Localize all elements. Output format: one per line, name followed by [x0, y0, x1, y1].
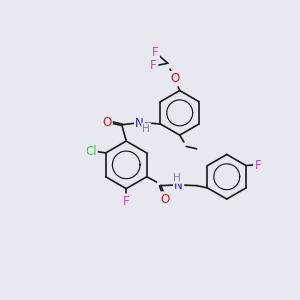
- Text: H: H: [142, 124, 150, 134]
- Text: O: O: [171, 72, 180, 85]
- Text: F: F: [152, 46, 159, 59]
- Text: O: O: [160, 193, 169, 206]
- Text: H: H: [173, 172, 181, 183]
- Text: N: N: [174, 178, 183, 192]
- Text: F: F: [255, 158, 261, 172]
- Text: N: N: [135, 117, 144, 130]
- Text: O: O: [102, 116, 112, 129]
- Text: F: F: [150, 59, 157, 72]
- Text: Cl: Cl: [85, 145, 97, 158]
- Text: F: F: [123, 195, 130, 208]
